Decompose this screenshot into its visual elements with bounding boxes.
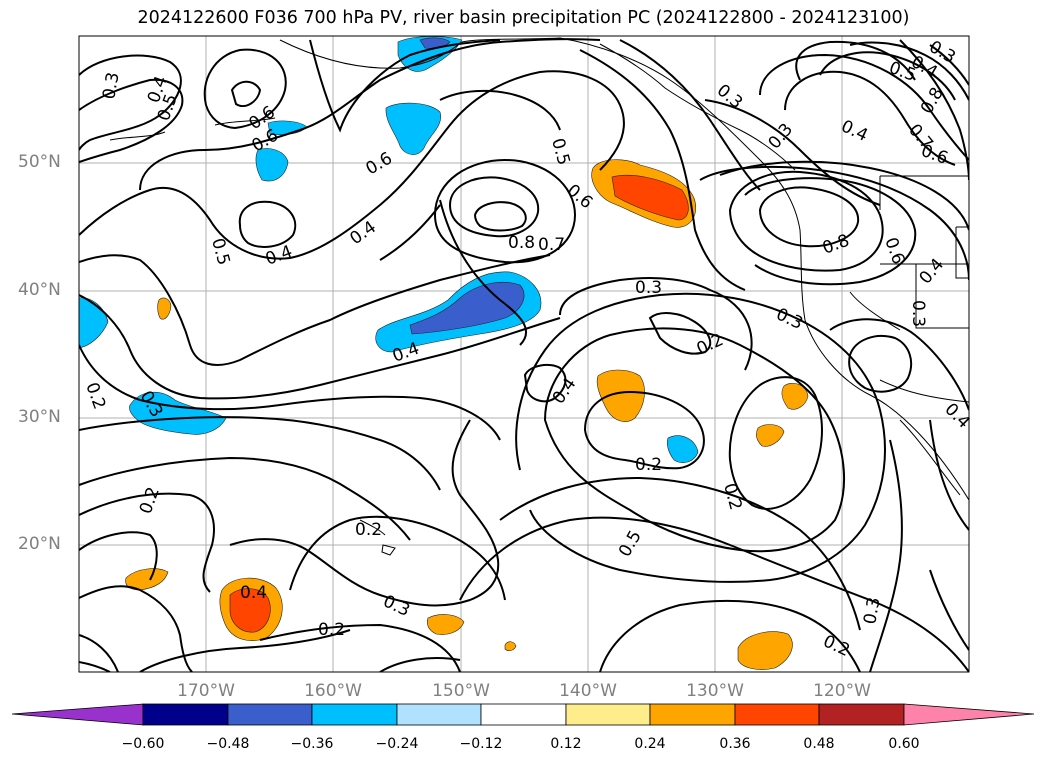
positive-shading: [611, 174, 689, 221]
negative-shading: [666, 435, 699, 463]
map-title: 2024122600 F036 700 hPa PV, river basin …: [137, 8, 910, 28]
positive-shading: [229, 588, 271, 633]
contour-label: 0.2: [820, 631, 853, 661]
contour-label: 0.3: [908, 300, 928, 327]
contour-label: 0.2: [318, 620, 345, 640]
lon-label: 120°W: [813, 681, 871, 701]
contour-label: 0.6: [363, 148, 396, 179]
colorbar-extend-low: [11, 703, 144, 726]
lon-label: 160°W: [304, 681, 362, 701]
colorbar-segment: [480, 703, 567, 726]
contour-label: 0.2: [694, 330, 727, 360]
colorbar-tick-label: 0.48: [803, 736, 835, 752]
lat-label: 50°N: [18, 152, 61, 172]
colorbar-tick-label: 0.12: [550, 736, 582, 752]
contour-label: 0.3: [635, 278, 662, 298]
contour-label: 0.4: [549, 374, 581, 408]
contour-label: 0.4: [240, 583, 267, 603]
lat-label: 20°N: [18, 534, 61, 554]
colorbar-tick-label: −0.24: [375, 736, 419, 752]
colorbar-tick-label: −0.12: [459, 736, 503, 752]
contour-label: 0.2: [136, 484, 164, 516]
contour-label: 0.6: [918, 141, 950, 169]
contour-label: 0.2: [81, 380, 109, 412]
pv-contours: [79, 38, 969, 672]
contour-label: 0.3: [773, 304, 806, 334]
positive-shading: [426, 614, 465, 635]
contour-label: 0.3: [860, 596, 884, 626]
contour-label: 0.6: [880, 235, 908, 267]
positive-shading: [596, 369, 645, 422]
negative-shading: [385, 102, 442, 155]
contour-label: 0.3: [99, 71, 123, 101]
contour-label: 0.7: [538, 235, 565, 255]
positive-shading: [737, 631, 793, 670]
colorbar-tick-label: −0.60: [121, 736, 165, 752]
colorbar-segment: [818, 703, 905, 726]
colorbar-extend-high: [903, 703, 1035, 726]
contour-label: 0.4: [838, 116, 871, 146]
lon-label: 170°W: [177, 681, 235, 701]
contour-label: 0.8: [917, 84, 948, 117]
negative-shading: [255, 148, 289, 182]
colorbar-tick-label: 0.24: [634, 736, 666, 752]
colorbar-tick-label: 0.36: [719, 736, 751, 752]
lat-label: 30°N: [18, 407, 61, 427]
colorbar-tick-label: −0.36: [290, 736, 334, 752]
contour-label: 0.5: [615, 527, 646, 560]
lon-label: 130°W: [686, 681, 744, 701]
lon-label: 140°W: [559, 681, 617, 701]
positive-shading: [756, 424, 785, 447]
colorbar-segment: [565, 703, 651, 726]
colorbar-segment: [396, 703, 482, 726]
positive-shading: [504, 641, 517, 651]
contour-label: 0.4: [263, 242, 295, 270]
precip-shading: [79, 36, 809, 670]
contour-label: 0.3: [713, 81, 747, 114]
contour-label: 0.4: [346, 217, 380, 249]
contour-label: 0.2: [355, 520, 382, 540]
contour-label: 0.6: [563, 181, 597, 214]
positive-shading: [157, 297, 172, 320]
colorbar-segment: [311, 703, 398, 726]
contour-label: 0.2: [719, 481, 745, 512]
plot-frame: [78, 35, 970, 673]
contour-label: 0.4: [916, 255, 949, 289]
colorbar-segment: [227, 703, 313, 726]
colorbar-tick-label: 0.60: [888, 736, 920, 752]
gridlines: [79, 36, 969, 672]
colorbar-segment: [142, 703, 229, 726]
colorbar-segment: [649, 703, 736, 726]
lon-label: 150°W: [432, 681, 490, 701]
contour-label: 0.8: [820, 231, 852, 259]
lat-label: 40°N: [18, 280, 61, 300]
negative-shading: [79, 297, 109, 349]
colorbar-segment: [734, 703, 820, 726]
contour-label: 0.2: [635, 455, 662, 475]
colorbar: [11, 703, 1035, 726]
colorbar-tick-label: −0.48: [206, 736, 250, 752]
contour-label: 0.8: [508, 233, 535, 253]
positive-shading: [781, 383, 809, 410]
contour-labels: 0.3 0.4 0.5 0.6 0.6 0.4 0.5 0.4 0.6 0.5 …: [81, 37, 973, 661]
